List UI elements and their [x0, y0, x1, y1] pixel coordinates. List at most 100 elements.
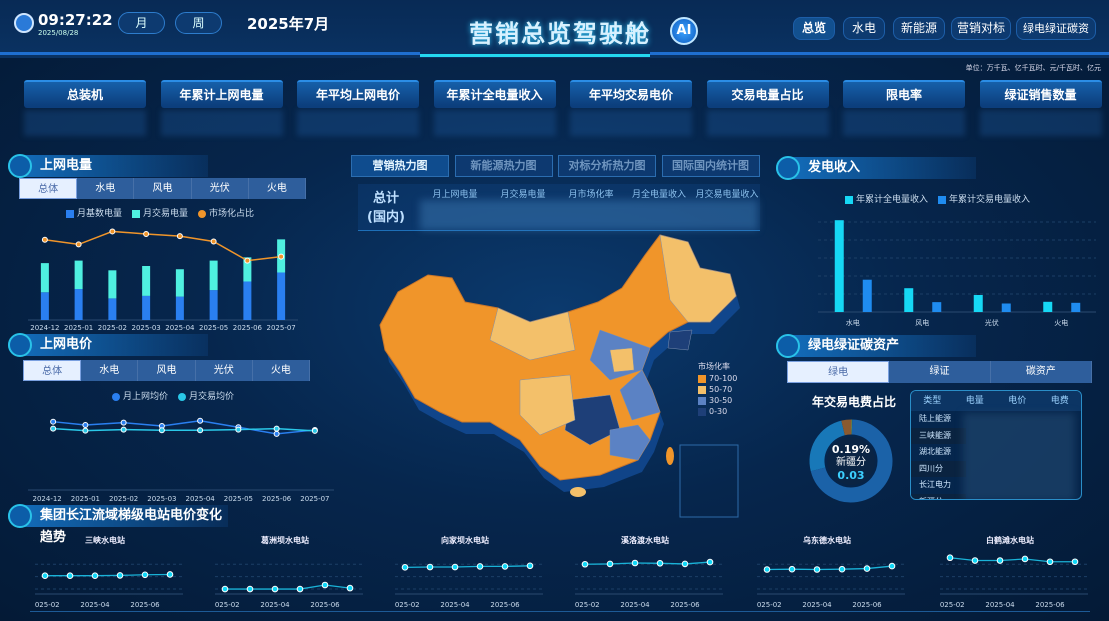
revenue-bar [932, 302, 942, 312]
tab-item[interactable]: 光伏 [192, 178, 249, 199]
center-tab[interactable]: 国际国内统计图 [661, 155, 760, 177]
tab-item[interactable]: 水电 [77, 178, 135, 199]
table-row[interactable]: 湖北能源 [919, 447, 951, 456]
x-tick-label: 2025-04 [985, 601, 1015, 609]
table-header: 类型 [923, 396, 942, 406]
price-point [888, 562, 896, 570]
month-button[interactable]: 月 [118, 12, 165, 34]
x-tick-label: 水电 [846, 318, 860, 327]
center-tab[interactable]: 对标分析热力图 [558, 155, 656, 177]
price-point [82, 421, 89, 428]
price-point [813, 566, 821, 573]
x-tick-label: 2025-02 [395, 601, 420, 609]
revenue-bar [862, 279, 872, 312]
table-row[interactable]: 三峡能源 [911, 427, 966, 444]
tab-item[interactable]: 火电 [253, 360, 311, 381]
tab-item[interactable]: 火电 [249, 178, 307, 199]
tab-item[interactable]: 绿电 [787, 361, 890, 383]
map-legend: 市场化率 70-100 50-70 30-50 0-30 [698, 361, 737, 418]
revenue-bar [1001, 303, 1011, 312]
region-taiwan [666, 447, 674, 465]
building-icon [8, 504, 32, 528]
price-point [606, 560, 614, 568]
bar-trade [108, 270, 117, 299]
ai-button[interactable]: AI [670, 17, 698, 45]
price-point [863, 565, 871, 572]
table-row[interactable]: 四川分 [911, 460, 966, 477]
unit-note: 单位：万千瓦、亿千瓦时、元/千瓦时、亿元 [965, 64, 1101, 72]
center-tab[interactable]: 新能源热力图 [454, 155, 553, 177]
nav-benchmark[interactable]: 营销对标 [951, 17, 1011, 40]
table-row[interactable]: 陆上能源 [919, 414, 951, 423]
panel-header-green-carbon: 绿电绿证碳资产 [776, 334, 976, 358]
revenue-bar [834, 220, 844, 312]
legend-item: 月上网均价 [112, 389, 168, 402]
kpi-card[interactable]: 年平均上网电价 [297, 80, 419, 108]
x-tick-label: 2025-04 [186, 495, 216, 503]
tab-item[interactable]: 总体 [23, 360, 82, 381]
price-point [656, 560, 664, 567]
price-point [946, 554, 954, 562]
center-tab[interactable]: 营销热力图 [351, 155, 449, 177]
price-point [66, 572, 74, 580]
kpi-card[interactable]: 年累计上网电量 [160, 80, 283, 108]
grid-power-chart: 2024-12 2025-01 2025-02 2025-03 2025-04 2025-… [28, 228, 298, 330]
kpi-card[interactable]: 限电率 [843, 80, 965, 108]
price-point [166, 571, 174, 578]
x-tick-label: 2025-07 [267, 324, 296, 330]
kpi-card[interactable]: 总装机 [24, 80, 146, 108]
x-tick-label: 2025-05 [199, 324, 228, 330]
week-button[interactable]: 周 [175, 12, 222, 34]
panel-title: 集团长江流域梯级电站电价变化趋势 [40, 508, 223, 545]
x-tick-label: 2025-02 [215, 601, 240, 609]
table-header: 电价 [1008, 396, 1027, 406]
category-tabs: 总体 水电 风电 光伏 火电 [19, 178, 307, 199]
x-tick-label: 2025-01 [64, 324, 93, 330]
price-point [631, 559, 639, 567]
panel-title: 发电收入 [808, 160, 861, 175]
building-icon [776, 334, 800, 358]
revenue-chart: 水电 风电 光伏 火电 [818, 220, 1096, 327]
x-tick-label: 2025-02 [575, 601, 600, 609]
tab-item[interactable]: 碳资产 [991, 361, 1092, 383]
price-point [158, 427, 165, 434]
revenue-bar [904, 288, 914, 312]
kpi-card[interactable]: 绿证销售数量 [979, 80, 1102, 108]
nav-new-energy[interactable]: 新能源 [893, 17, 945, 40]
tab-item[interactable]: 总体 [19, 178, 78, 199]
map-legend-item: 50-70 [698, 385, 737, 394]
kpi-card[interactable]: 年累计全电量收入 [433, 80, 556, 108]
table-row[interactable]: 长江电力 [919, 480, 951, 489]
kpi-card[interactable]: 年平均交易电价 [570, 80, 692, 108]
bar-trade [40, 263, 49, 293]
column-header: 月交易电量 [500, 190, 546, 200]
price-point [501, 563, 509, 570]
legend-label: 0-30 [709, 407, 728, 416]
ratio-point [244, 257, 251, 264]
category-tabs: 总体 水电 风电 光伏 火电 [23, 360, 311, 381]
kpi-value-redacted [24, 110, 146, 136]
legend-item: 年累计全电量收入 [845, 192, 928, 205]
nav-overview[interactable]: 总览 [793, 17, 835, 40]
ratio-point [210, 238, 217, 245]
ratio-point [109, 228, 116, 235]
nav-green-carbon[interactable]: 绿电绿证碳资 [1016, 17, 1096, 40]
x-tick-label: 2025-06 [130, 601, 160, 609]
nav-hydro[interactable]: 水电 [843, 17, 885, 40]
legend-label: 70-100 [709, 374, 738, 383]
tab-item[interactable]: 风电 [138, 360, 196, 381]
kpi-value-redacted [570, 110, 692, 136]
table-row[interactable]: 新疆分 [911, 493, 966, 499]
revenue-bar [1043, 301, 1053, 312]
tab-item[interactable]: 风电 [134, 178, 192, 199]
tab-item[interactable]: 绿证 [889, 361, 991, 383]
kpi-card[interactable]: 交易电量占比 [706, 80, 829, 108]
x-tick-label: 光伏 [985, 318, 999, 327]
china-heat-map[interactable] [370, 230, 750, 520]
price-point [401, 564, 409, 571]
tab-item[interactable]: 光伏 [196, 360, 253, 381]
category-tabs: 绿电 绿证 碳资产 [787, 361, 1092, 383]
bar-trade [243, 257, 252, 282]
x-tick-label: 2025-03 [132, 324, 161, 330]
tab-item[interactable]: 水电 [81, 360, 139, 381]
